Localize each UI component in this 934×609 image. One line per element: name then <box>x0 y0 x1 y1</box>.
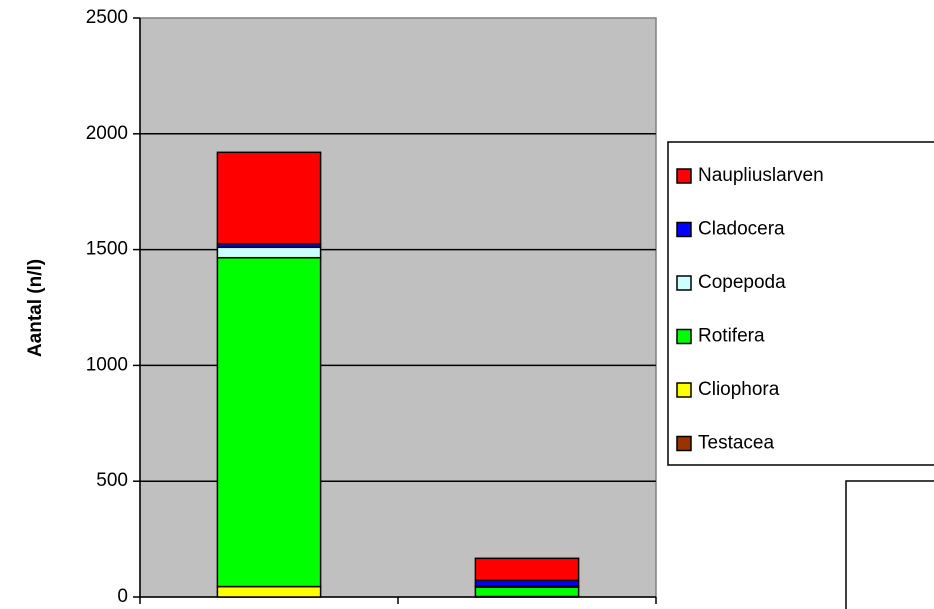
legend-swatch <box>676 435 692 452</box>
y-tick-label: 500 <box>96 470 128 491</box>
legend-box <box>667 141 934 466</box>
y-tick-label: 0 <box>117 586 128 607</box>
bar-segment <box>474 579 580 587</box>
legend-swatch <box>676 328 692 345</box>
bar-segment <box>216 585 322 598</box>
legend-swatch <box>676 168 692 184</box>
bar-segment <box>474 557 580 582</box>
empty-box <box>845 480 934 609</box>
y-tick-label: 2000 <box>86 123 128 144</box>
legend-label: Cladocera <box>698 219 785 240</box>
legend-swatch <box>676 221 692 238</box>
y-axis-label: Aantal (n/l) <box>25 259 46 357</box>
bar-segment <box>216 256 322 588</box>
bar-segment <box>216 151 322 245</box>
y-tick-label: 2500 <box>86 7 128 28</box>
legend-label: Cliophora <box>698 379 780 400</box>
y-tick-label: 1000 <box>86 354 128 375</box>
legend-label: Copepoda <box>698 272 786 293</box>
legend-swatch <box>676 382 692 398</box>
legend-label: Testacea <box>698 433 774 454</box>
legend-label: Naupliuslarven <box>698 165 824 186</box>
bar-segment <box>216 246 322 259</box>
bar-segment <box>474 586 580 598</box>
legend-swatch <box>676 275 692 291</box>
legend-label: Rotifera <box>698 326 765 347</box>
y-tick-label: 1500 <box>86 239 128 260</box>
